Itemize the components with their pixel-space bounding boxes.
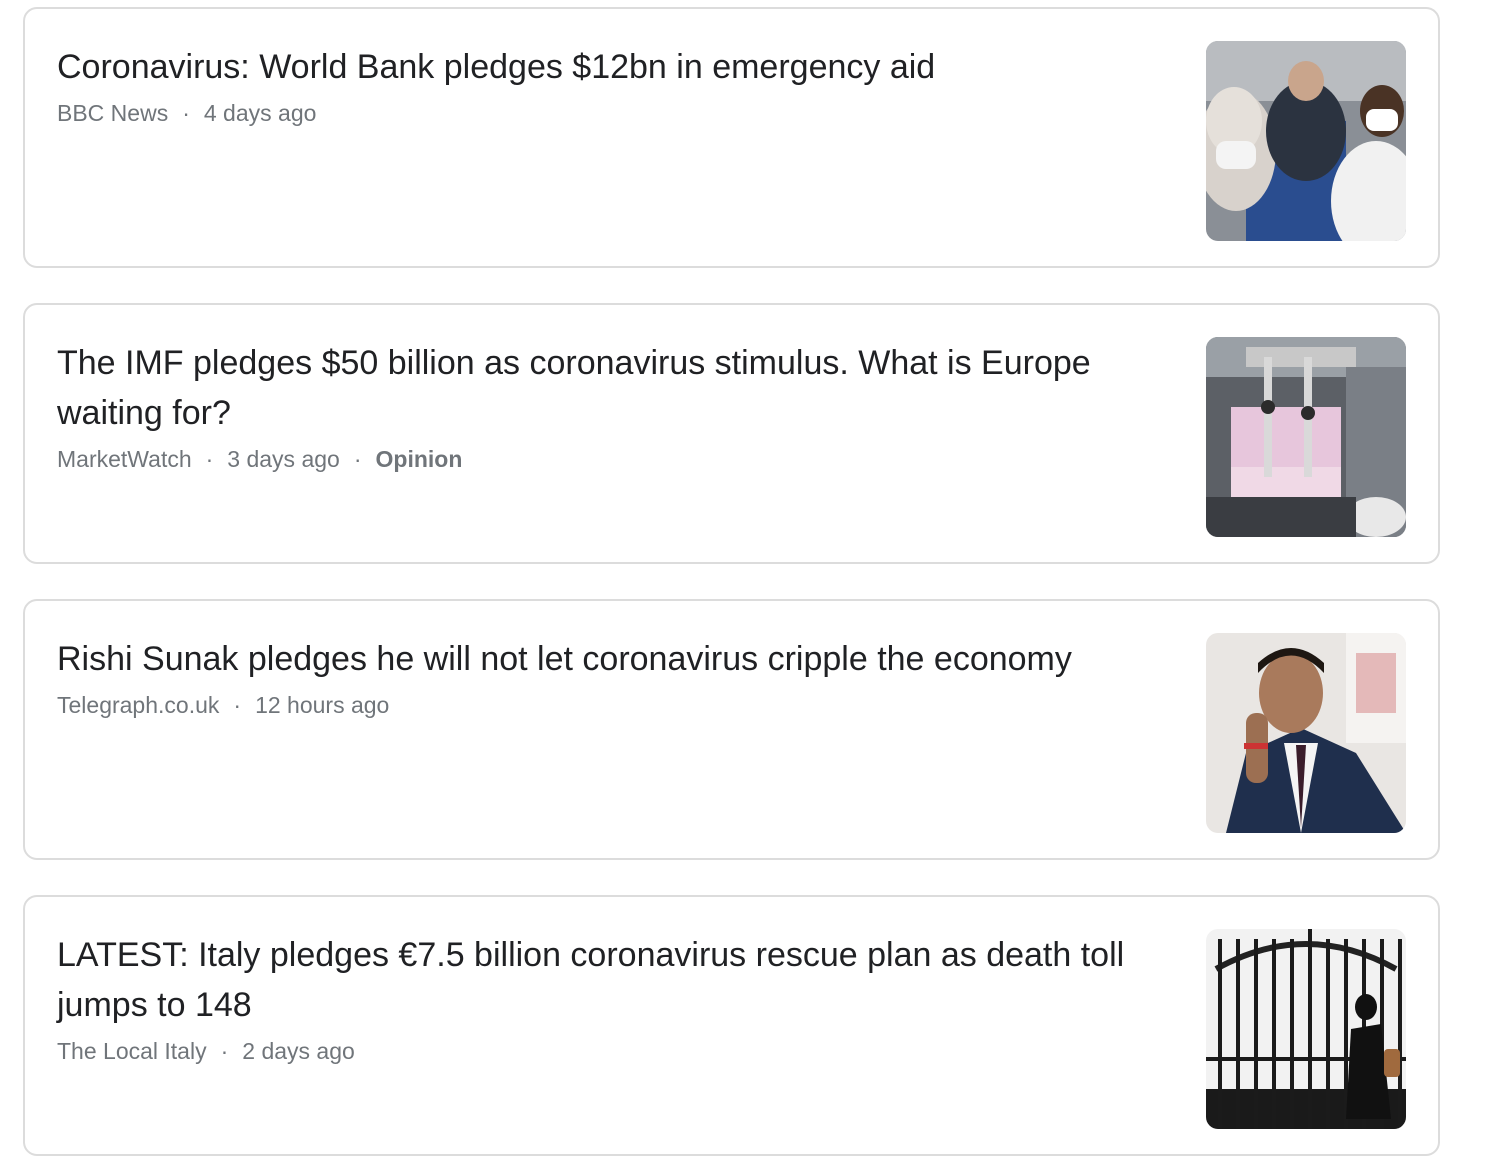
separator-dot: · xyxy=(233,692,242,718)
mask-factory-photo[interactable] xyxy=(1206,337,1406,537)
source-name: BBC News xyxy=(57,100,169,126)
news-card[interactable]: Coronavirus: World Bank pledges $12bn in… xyxy=(23,7,1440,268)
article-meta: The Local Italy · 2 days ago xyxy=(57,1036,1167,1066)
timestamp: 2 days ago xyxy=(242,1038,355,1064)
news-card-text: LATEST: Italy pledges €7.5 billion coron… xyxy=(57,930,1167,1066)
news-card-text: Coronavirus: World Bank pledges $12bn in… xyxy=(57,42,1167,128)
headline-link[interactable]: Coronavirus: World Bank pledges $12bn in… xyxy=(57,48,936,86)
timestamp: 4 days ago xyxy=(203,100,317,126)
timestamp: 3 days ago xyxy=(227,446,340,472)
source-name: The Local Italy xyxy=(57,1038,207,1064)
thumbnail-image xyxy=(1206,41,1406,241)
headline-link[interactable]: The IMF pledges $50 billion as coronavir… xyxy=(57,344,1091,432)
article-meta: BBC News · 4 days ago xyxy=(57,98,1167,128)
masked-commuters-photo[interactable] xyxy=(1206,41,1406,241)
source-name: Telegraph.co.uk xyxy=(57,692,220,718)
news-card[interactable]: The IMF pledges $50 billion as coronavir… xyxy=(23,303,1440,564)
opinion-label: Opinion xyxy=(375,446,463,472)
headline-link[interactable]: Rishi Sunak pledges he will not let coro… xyxy=(57,640,1072,678)
separator-dot: · xyxy=(220,1038,229,1064)
headline-link[interactable]: LATEST: Italy pledges €7.5 billion coron… xyxy=(57,936,1125,1024)
timestamp: 12 hours ago xyxy=(255,692,390,718)
article-meta: Telegraph.co.uk · 12 hours ago xyxy=(57,690,1167,720)
portrait-photo[interactable] xyxy=(1206,633,1406,833)
iron-gate-photo[interactable] xyxy=(1206,929,1406,1129)
news-card-text: Rishi Sunak pledges he will not let coro… xyxy=(57,634,1167,720)
separator-dot: · xyxy=(205,446,214,472)
separator-dot: · xyxy=(182,100,190,126)
news-card[interactable]: Rishi Sunak pledges he will not let coro… xyxy=(23,599,1440,860)
thumbnail-image xyxy=(1206,633,1406,833)
thumbnail-image xyxy=(1206,929,1406,1129)
source-name: MarketWatch xyxy=(57,446,192,472)
thumbnail-image xyxy=(1206,337,1406,537)
news-card[interactable]: LATEST: Italy pledges €7.5 billion coron… xyxy=(23,895,1440,1156)
separator-dot: · xyxy=(353,446,362,472)
article-meta: MarketWatch · 3 days ago · Opinion xyxy=(57,444,1167,474)
news-card-text: The IMF pledges $50 billion as coronavir… xyxy=(57,338,1167,474)
